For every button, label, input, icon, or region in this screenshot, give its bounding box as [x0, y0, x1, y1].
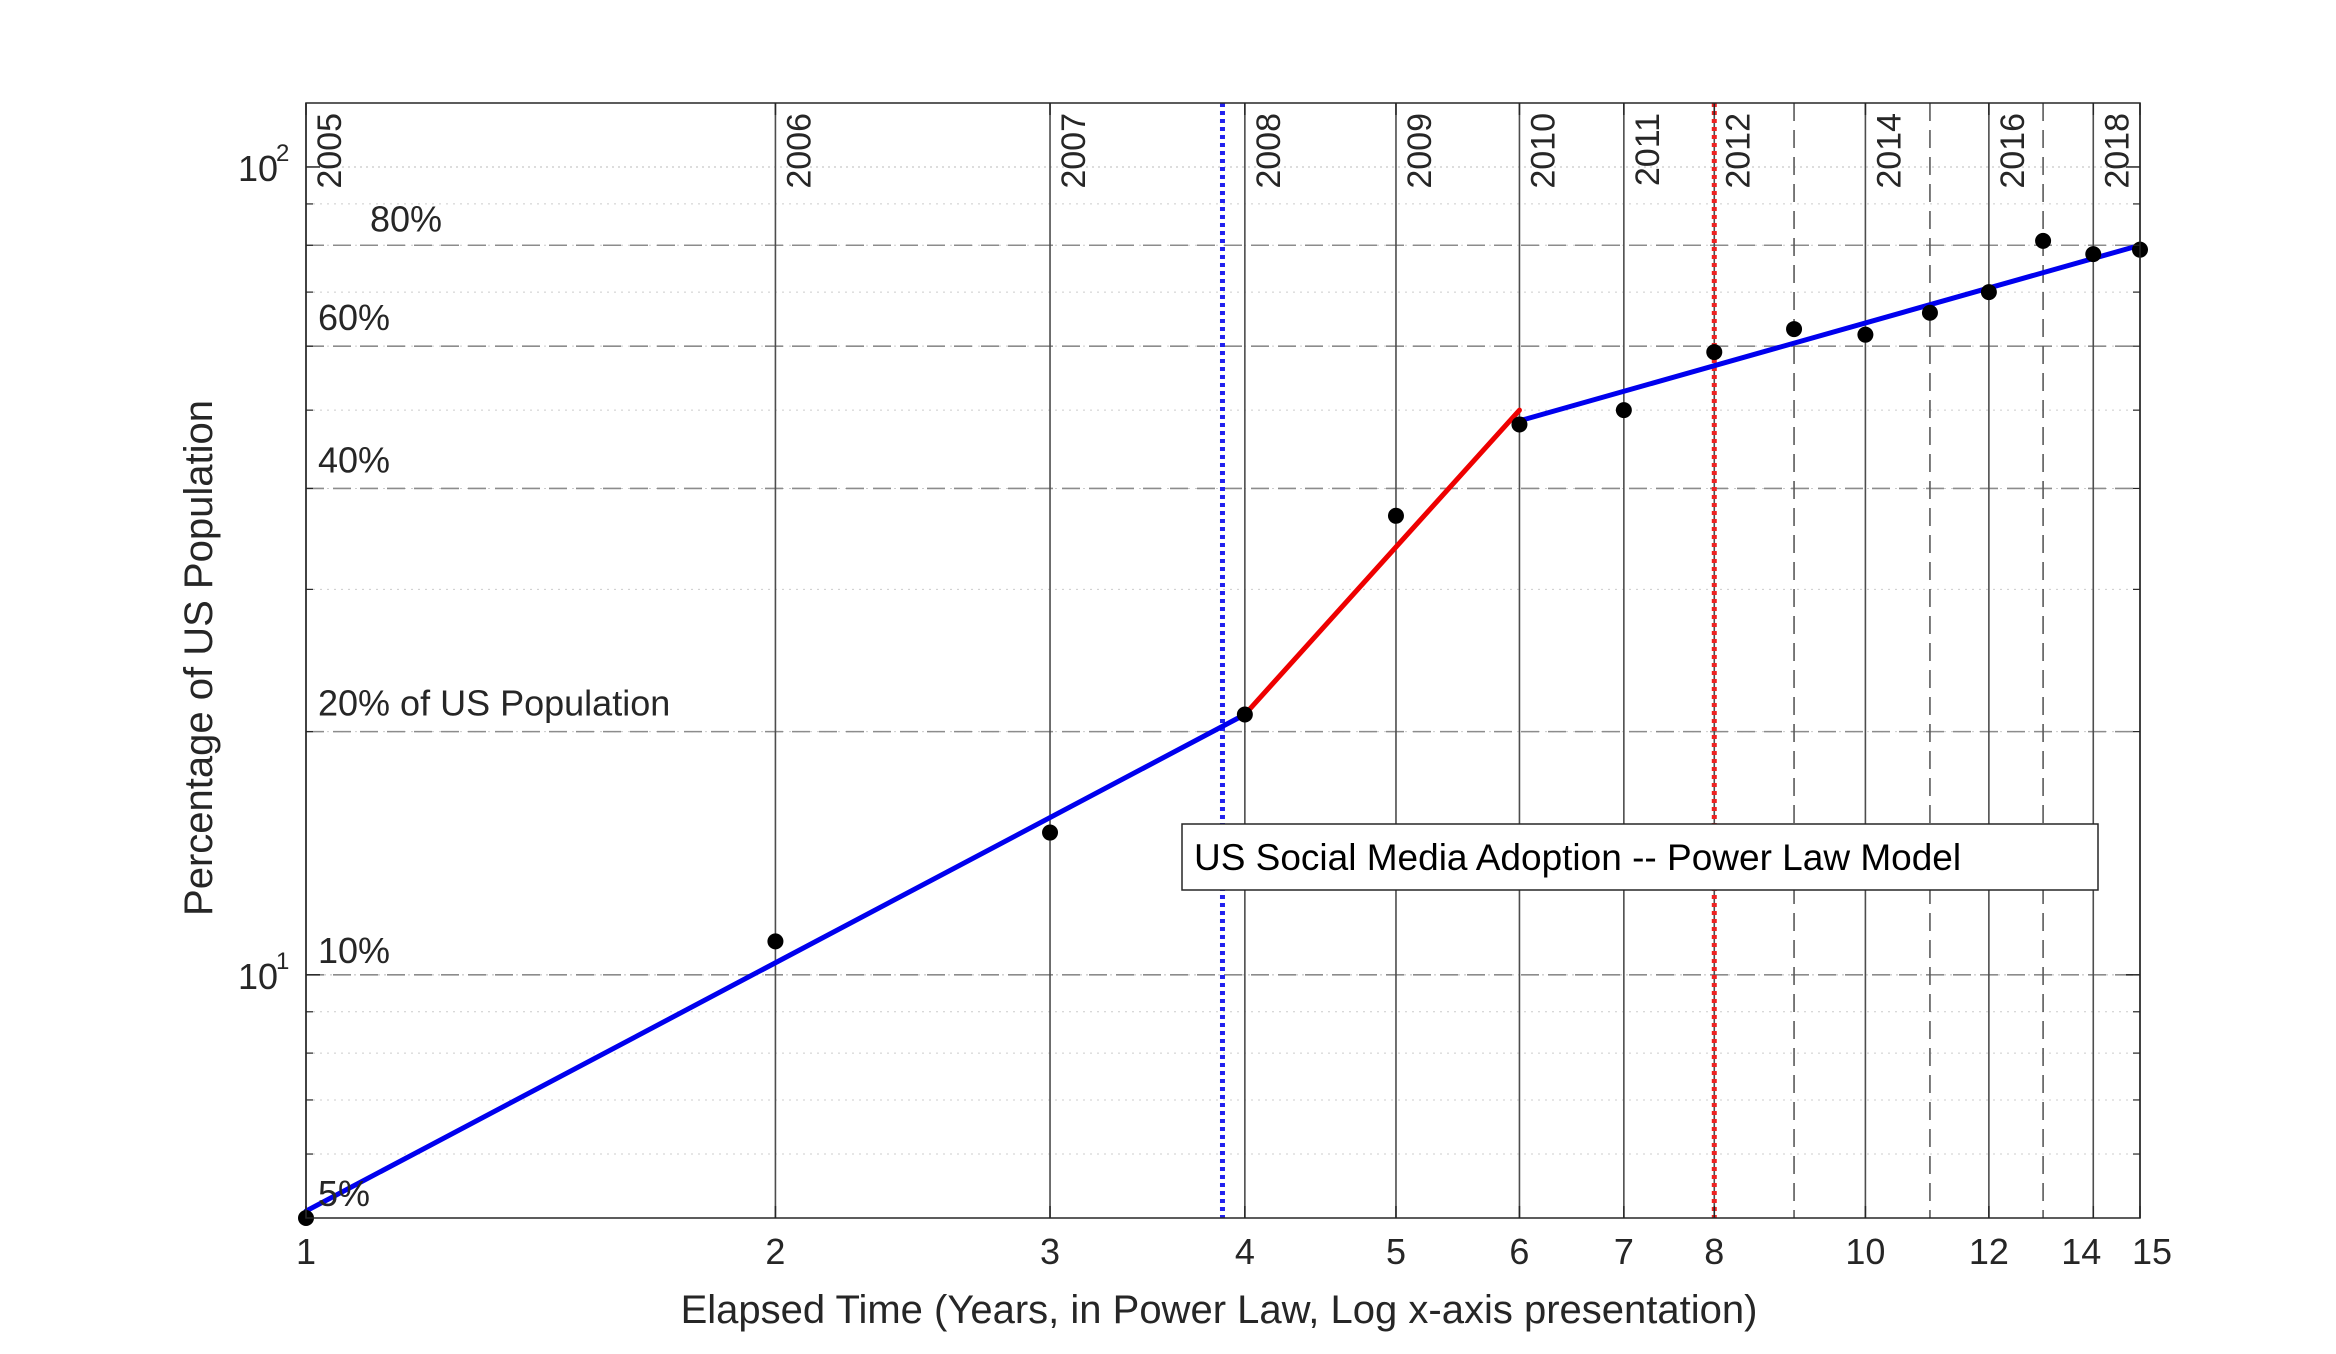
model-segment: [1516, 242, 2143, 424]
data-point: [2035, 232, 2052, 249]
year-label: 2011: [1629, 113, 1667, 186]
x-tick-label: 1: [296, 1231, 316, 1272]
model-series: [303, 242, 2143, 1214]
data-point: [1615, 402, 1632, 419]
data-point: [1921, 304, 1938, 321]
y-tick-exponent: 2: [276, 140, 289, 167]
reference-label: 40%: [318, 439, 390, 480]
x-tick-label: 10: [1845, 1231, 1885, 1272]
year-label: 2010: [1524, 113, 1562, 189]
data-point: [2085, 246, 2102, 263]
year-lines: [305, 103, 2141, 1218]
data-point: [767, 933, 784, 950]
data-points: [298, 232, 2148, 1226]
reference-label: 80%: [370, 198, 442, 239]
year-label: 2007: [1055, 113, 1093, 189]
year-label: 2012: [1719, 113, 1757, 189]
data-point: [1980, 284, 1997, 301]
x-tick-label: 12: [1969, 1231, 2009, 1272]
x-tick-label: 3: [1040, 1231, 1060, 1272]
year-label: 2008: [1250, 113, 1288, 189]
x-tick-label: 2: [765, 1231, 785, 1272]
year-label: 2009: [1401, 113, 1439, 189]
x-tick-label: 5: [1386, 1231, 1406, 1272]
model-segment: [1242, 407, 1522, 718]
reference-label: 5%: [318, 1173, 370, 1214]
x-tick-label: 6: [1509, 1231, 1529, 1272]
data-point: [1236, 706, 1253, 723]
reference-label: 20% of US Population: [318, 683, 670, 724]
data-point: [1387, 507, 1404, 524]
data-point: [1706, 344, 1723, 361]
year-label: 2005: [311, 113, 349, 189]
reference-label: 60%: [318, 297, 390, 338]
plot-frame: [305, 102, 2141, 1219]
y-axis-title: Percentage of US Population: [177, 400, 221, 916]
x-tick-label: 7: [1614, 1231, 1634, 1272]
x-tick-label: 4: [1235, 1231, 1255, 1272]
model-segment: [303, 712, 1248, 1214]
labels: 5% 10% 20% of US Population 40% 60% 80% 2005 20…: [238, 113, 2172, 1272]
y-tick-label: 10: [238, 956, 278, 997]
legend: US Social Media Adoption -- Power Law Mo…: [1181, 823, 2099, 891]
reference-label: 10%: [318, 930, 390, 971]
legend-box: [1181, 823, 2099, 891]
data-point: [1857, 326, 1874, 343]
year-label: 2006: [780, 113, 818, 189]
axis-ticks: [305, 103, 2141, 1218]
y-tick-exponent: 1: [276, 948, 289, 975]
reference-lines: [306, 244, 2140, 976]
x-tick-label: 14: [2061, 1231, 2101, 1272]
x-axis-title: Elapsed Time (Years, in Power Law, Log x…: [681, 1288, 1758, 1332]
legend-text: US Social Media Adoption -- Power Law Mo…: [1194, 837, 1961, 878]
year-label: 2014: [1870, 113, 1908, 189]
x-tick-label: 8: [1704, 1231, 1724, 1272]
year-label: 2018: [2098, 113, 2136, 189]
x-tick-label: 15: [2132, 1231, 2172, 1272]
data-point: [1786, 321, 1803, 338]
data-point: [1042, 824, 1059, 841]
year-label: 2016: [1994, 113, 2032, 189]
vertical-markers: [1219, 103, 1717, 1218]
data-point: [1511, 416, 1528, 433]
y-tick-label: 10: [238, 148, 278, 189]
